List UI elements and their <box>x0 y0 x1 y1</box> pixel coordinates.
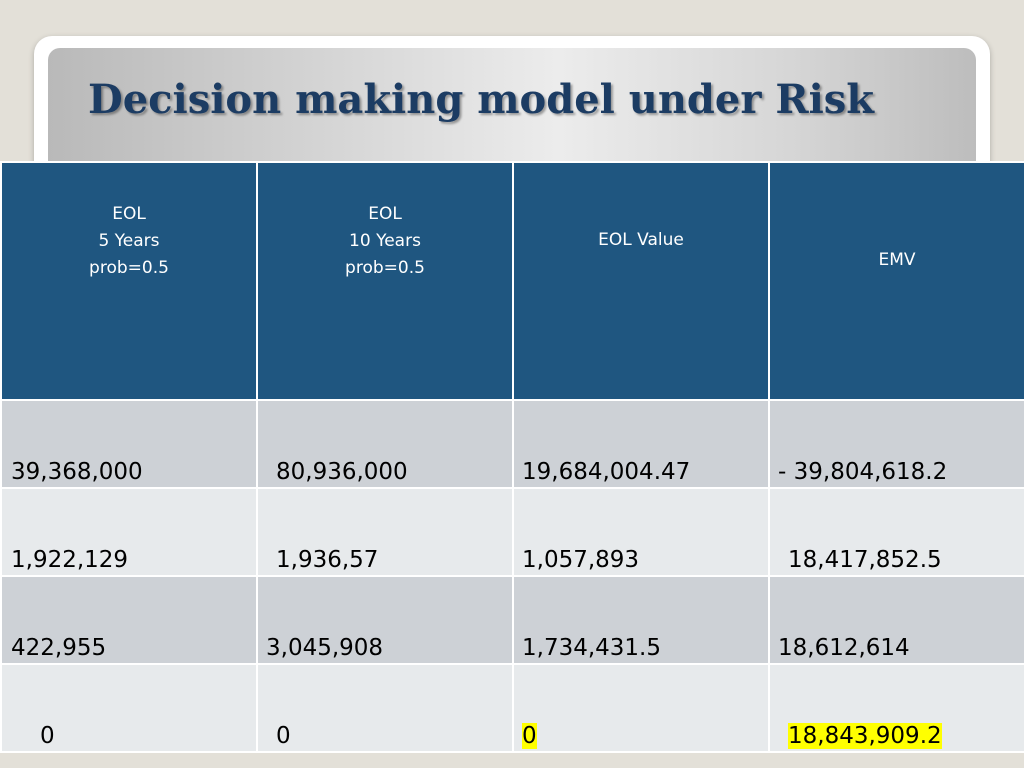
header-eol-10-years: EOL 10 Years prob=0.5 <box>256 161 514 401</box>
table-row: 422,955 3,045,908 1,734,431.5 18,612,614 <box>0 575 1024 665</box>
header-line: EOL <box>112 204 146 224</box>
decision-table: EOL 5 Years prob=0.5 EOL 10 Years prob=0… <box>0 161 1024 753</box>
table-cell: 3,045,908 <box>256 575 514 665</box>
table-row: 0 0 0 18,843,909.2 <box>0 663 1024 753</box>
table-cell: - 39,804,618.2 <box>768 399 1024 489</box>
table-cell: 19,684,004.47 <box>512 399 770 489</box>
header-line: 10 Years <box>349 231 421 251</box>
cell-value: 0 <box>40 723 55 749</box>
cell-value: 19,684,004.47 <box>522 459 691 485</box>
cell-value: 18,417,852.5 <box>788 547 942 573</box>
table-cell: 1,922,129 <box>0 487 258 577</box>
cell-value: 1,057,893 <box>522 547 640 573</box>
table-row: 39,368,000 80,936,000 19,684,004.47 - 39… <box>0 399 1024 489</box>
table-cell: 0 <box>512 663 770 753</box>
table-cell: 39,368,000 <box>0 399 258 489</box>
cell-value: 422,955 <box>11 635 107 661</box>
cell-value: 3,045,908 <box>266 635 384 661</box>
header-emv: EMV <box>768 161 1024 401</box>
cell-value: 1,936,57 <box>276 547 379 573</box>
highlighted-value: 0 <box>522 723 537 749</box>
cell-value: 0 <box>276 723 291 749</box>
slide-title: Decision making model under Risk <box>88 76 875 123</box>
header-line: EOL Value <box>598 230 684 250</box>
highlighted-value: 18,843,909.2 <box>788 723 942 749</box>
table-header-row: EOL 5 Years prob=0.5 EOL 10 Years prob=0… <box>0 161 1024 401</box>
table-row: 1,922,129 1,936,57 1,057,893 18,417,852.… <box>0 487 1024 577</box>
title-bar <box>48 48 976 164</box>
table-cell: 1,057,893 <box>512 487 770 577</box>
table-cell: 18,612,614 <box>768 575 1024 665</box>
table-cell: 422,955 <box>0 575 258 665</box>
header-line: prob=0.5 <box>345 258 425 278</box>
table-cell: 0 <box>0 663 258 753</box>
table-cell: 80,936,000 <box>256 399 514 489</box>
cell-value: 1,922,129 <box>11 547 129 573</box>
cell-value: 80,936,000 <box>276 459 408 485</box>
cell-value: 1,734,431.5 <box>522 635 661 661</box>
table-cell: 1,936,57 <box>256 487 514 577</box>
header-line: EMV <box>878 250 916 270</box>
table-cell: 18,843,909.2 <box>768 663 1024 753</box>
header-eol-5-years: EOL 5 Years prob=0.5 <box>0 161 258 401</box>
table-cell: 1,734,431.5 <box>512 575 770 665</box>
cell-value: 18,612,614 <box>778 635 910 661</box>
header-line: 5 Years <box>98 231 160 251</box>
cell-value: - 39,804,618.2 <box>778 459 948 485</box>
table-cell: 0 <box>256 663 514 753</box>
header-line: prob=0.5 <box>89 258 169 278</box>
table-cell: 18,417,852.5 <box>768 487 1024 577</box>
cell-value: 39,368,000 <box>11 459 143 485</box>
header-line: EOL <box>368 204 402 224</box>
header-eol-value: EOL Value <box>512 161 770 401</box>
